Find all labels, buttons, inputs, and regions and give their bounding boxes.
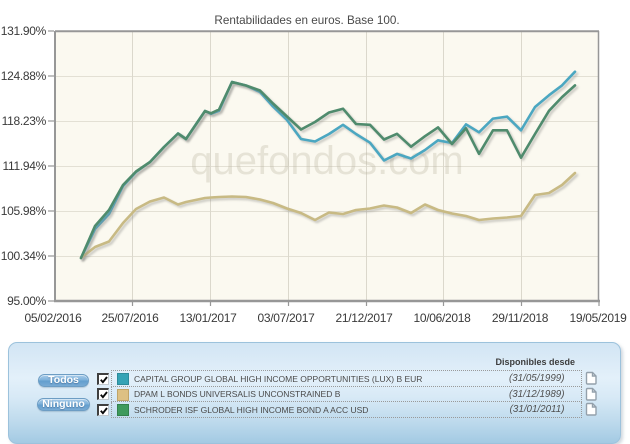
svg-text:quefondos.com: quefondos.com — [190, 139, 464, 183]
